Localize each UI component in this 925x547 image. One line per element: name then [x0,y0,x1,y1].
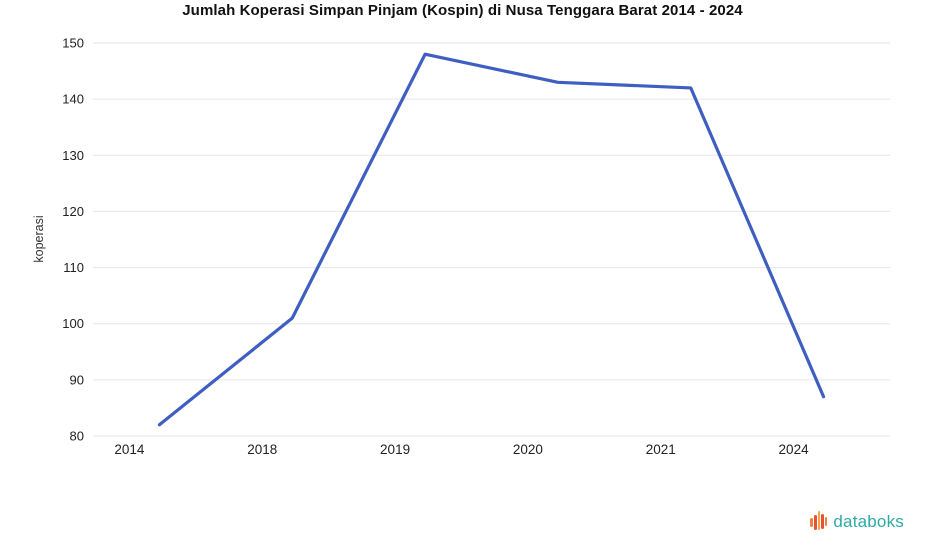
y-tick-label: 110 [63,260,84,275]
x-tick-label: 2021 [646,442,676,457]
x-tick-label: 2018 [247,442,277,457]
y-tick-label: 120 [62,204,84,219]
databoks-logo: databoks [810,511,904,533]
series-line [157,52,826,427]
chart-title: Jumlah Koperasi Simpan Pinjam (Kospin) d… [182,2,743,19]
y-tick-label: 80 [70,429,84,444]
databoks-bars-icon [810,511,829,533]
y-tick-label: 150 [62,36,84,51]
y-tick-label: 90 [70,372,84,387]
y-axis-title: koperasi [32,215,46,263]
y-tick-label: 130 [62,148,84,163]
x-tick-label: 2020 [513,442,543,457]
y-tick-label: 140 [62,92,84,107]
x-tick-label: 2019 [380,442,410,457]
y-tick-label: 100 [62,316,84,331]
x-tick-label: 2024 [779,442,810,457]
databoks-logo-text: databoks [833,512,904,531]
x-tick-label: 2014 [114,442,145,457]
